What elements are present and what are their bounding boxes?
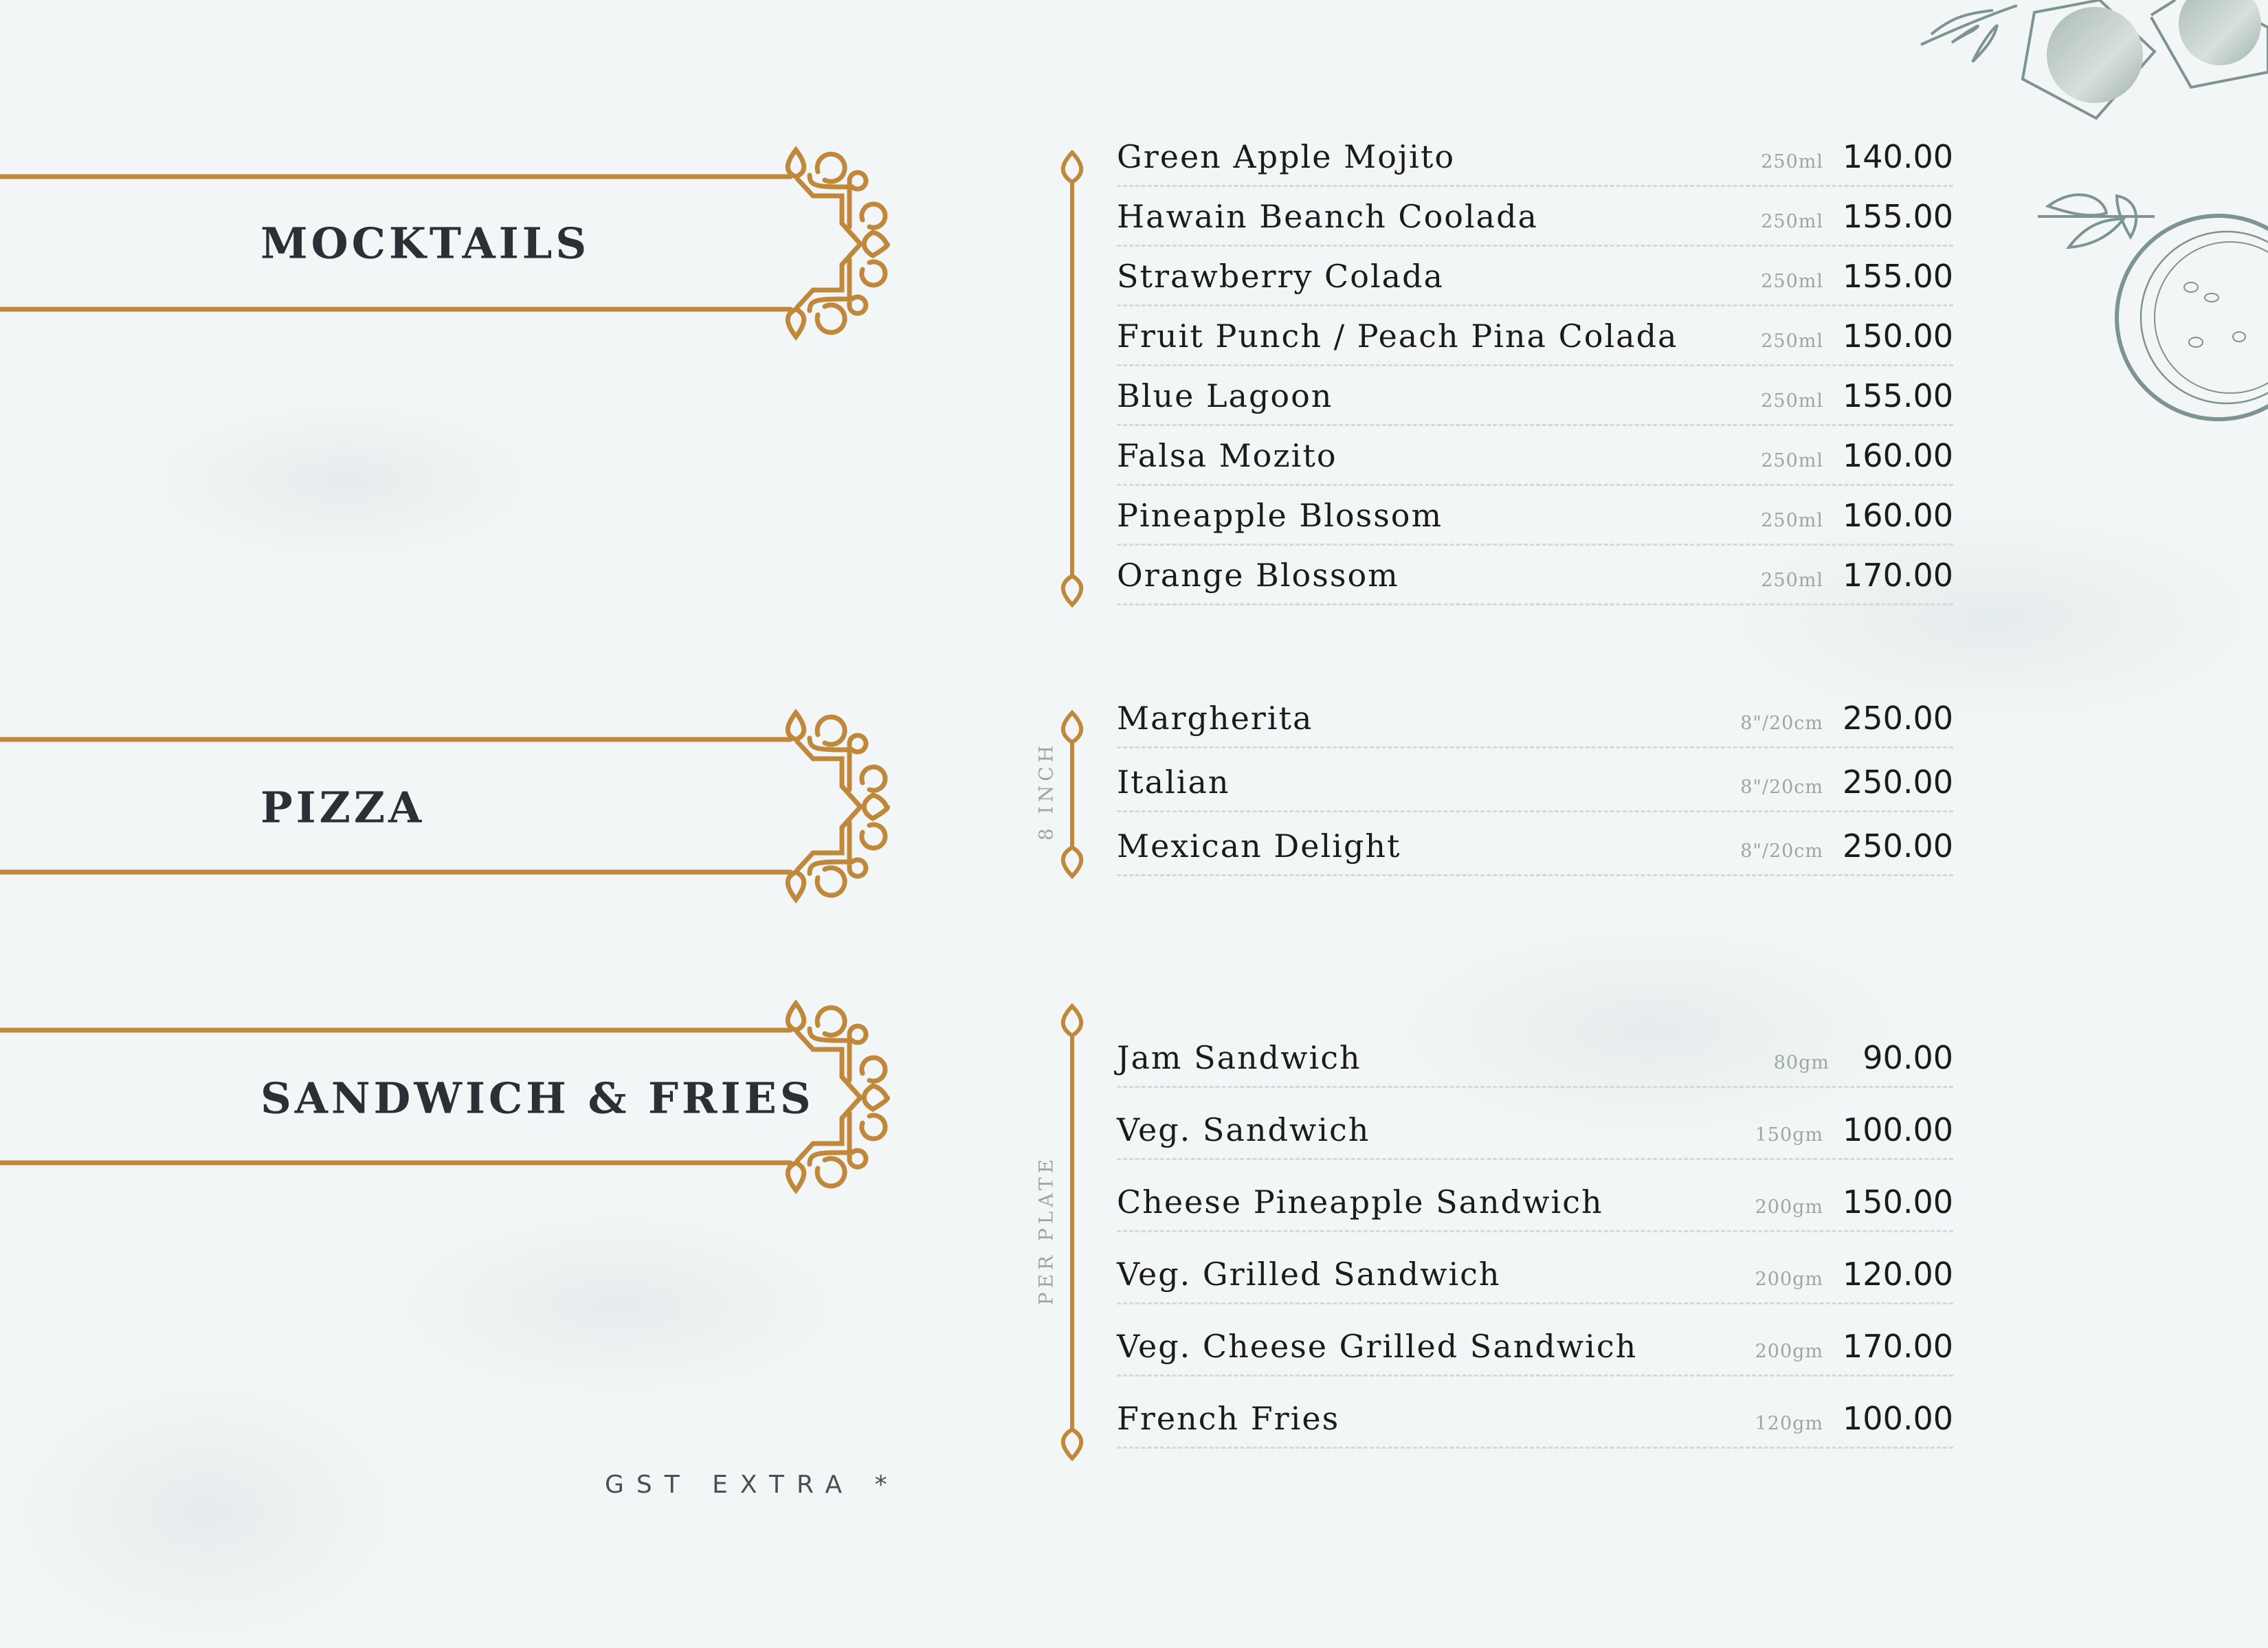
- menu-item-row: Blue Lagoon 250ml 155.00: [1117, 377, 1953, 426]
- menu-item-row: Mexican Delight 8"/20cm 250.00: [1117, 827, 1953, 876]
- item-name: Orange Blossom: [1117, 556, 1399, 594]
- menu-item-row: Green Apple Mojito 250ml 140.00: [1117, 138, 1953, 187]
- item-price: 250.00: [1843, 763, 1953, 801]
- item-price: 170.00: [1843, 556, 1953, 594]
- item-name: French Fries: [1117, 1399, 1340, 1437]
- item-price: 150.00: [1843, 1183, 1953, 1221]
- item-price: 155.00: [1843, 377, 1953, 414]
- pizza-size-label: 8 INCH: [1034, 741, 1058, 841]
- item-quantity: 250ml: [1761, 569, 1824, 591]
- menu-item-row: Veg. Grilled Sandwich 200gm 120.00: [1117, 1256, 1953, 1304]
- item-quantity: 250ml: [1761, 270, 1824, 292]
- item-quantity: 8"/20cm: [1740, 840, 1824, 862]
- item-quantity: 8"/20cm: [1740, 776, 1824, 798]
- item-quantity: 80gm: [1773, 1051, 1830, 1073]
- section-title-pizza: PIZZA: [260, 782, 425, 833]
- menu-item-row: Fruit Punch / Peach Pina Colada 250ml 150.…: [1117, 318, 1953, 366]
- item-name: Jam Sandwich: [1117, 1038, 1361, 1076]
- item-name: Fruit Punch / Peach Pina Colada: [1117, 317, 1678, 355]
- item-quantity: 200gm: [1755, 1196, 1824, 1218]
- item-price: 250.00: [1843, 699, 1953, 737]
- sandwich-per-plate-label: PER PLATE: [1034, 1155, 1058, 1306]
- section-title-sandwich-fries: SANDWICH & FRIES: [260, 1073, 814, 1124]
- menu-item-row: Cheese Pineapple Sandwich 200gm 150.00: [1117, 1183, 1953, 1232]
- item-price: 100.00: [1843, 1399, 1953, 1437]
- menu-item-row: Veg. Sandwich 150gm 100.00: [1117, 1111, 1953, 1160]
- item-name: Strawberry Colada: [1117, 257, 1444, 295]
- item-quantity: 250ml: [1761, 210, 1824, 232]
- item-quantity: 250ml: [1761, 449, 1824, 471]
- timelines: [1060, 149, 1084, 1462]
- item-price: 120.00: [1843, 1255, 1953, 1293]
- item-quantity: 250ml: [1761, 509, 1824, 531]
- item-price: 155.00: [1843, 257, 1953, 295]
- item-price: 160.00: [1843, 496, 1953, 534]
- section-title-mocktails: MOCKTAILS: [260, 218, 590, 269]
- item-price: 140.00: [1843, 137, 1953, 175]
- item-quantity: 200gm: [1755, 1340, 1824, 1362]
- item-name: Cheese Pineapple Sandwich: [1117, 1183, 1603, 1221]
- item-quantity: 200gm: [1755, 1268, 1824, 1290]
- menu-item-row: Orange Blossom 250ml 170.00: [1117, 557, 1953, 605]
- gst-note: GST EXTRA *: [605, 1471, 900, 1499]
- item-price: 90.00: [1863, 1038, 1953, 1076]
- item-name: Veg. Sandwich: [1117, 1111, 1370, 1148]
- item-price: 150.00: [1843, 317, 1953, 355]
- item-quantity: 250ml: [1761, 151, 1824, 172]
- menu-item-row: Hawain Beanch Coolada 250ml 155.00: [1117, 198, 1953, 247]
- item-name: Veg. Grilled Sandwich: [1117, 1255, 1501, 1293]
- menu-item-row: Margherita 8"/20cm 250.00: [1117, 700, 1953, 748]
- item-name: Falsa Mozito: [1117, 436, 1337, 474]
- top-right-illustration: [1920, 0, 2268, 421]
- item-name: Green Apple Mojito: [1117, 137, 1456, 175]
- item-price: 155.00: [1843, 197, 1953, 235]
- menu-item-row: Strawberry Colada 250ml 155.00: [1117, 258, 1953, 307]
- pizza-ornament: [0, 713, 887, 900]
- menu-item-row: Veg. Cheese Grilled Sandwich 200gm 170.00: [1117, 1328, 1953, 1377]
- menu-item-row: Falsa Mozito 250ml 160.00: [1117, 437, 1953, 486]
- item-name: Veg. Cheese Grilled Sandwich: [1117, 1327, 1638, 1365]
- item-name: Pineapple Blossom: [1117, 496, 1443, 534]
- menu-item-row: Pineapple Blossom 250ml 160.00: [1117, 497, 1953, 546]
- menu-item-row: Italian 8"/20cm 250.00: [1117, 764, 1953, 812]
- item-quantity: 250ml: [1761, 330, 1824, 352]
- item-price: 160.00: [1843, 436, 1953, 474]
- item-name: Hawain Beanch Coolada: [1117, 197, 1538, 235]
- item-quantity: 150gm: [1755, 1124, 1824, 1146]
- item-name: Blue Lagoon: [1117, 377, 1333, 414]
- item-quantity: 120gm: [1755, 1412, 1824, 1434]
- menu-item-row: Jam Sandwich 80gm 90.00: [1117, 1039, 1953, 1088]
- item-quantity: 250ml: [1761, 390, 1824, 412]
- item-price: 100.00: [1843, 1111, 1953, 1148]
- item-price: 170.00: [1843, 1327, 1953, 1365]
- item-name: Italian: [1117, 763, 1230, 801]
- item-name: Mexican Delight: [1117, 827, 1401, 865]
- item-name: Margherita: [1117, 699, 1313, 737]
- item-quantity: 8"/20cm: [1740, 712, 1824, 734]
- menu-item-row: French Fries 120gm 100.00: [1117, 1400, 1953, 1449]
- item-price: 250.00: [1843, 827, 1953, 865]
